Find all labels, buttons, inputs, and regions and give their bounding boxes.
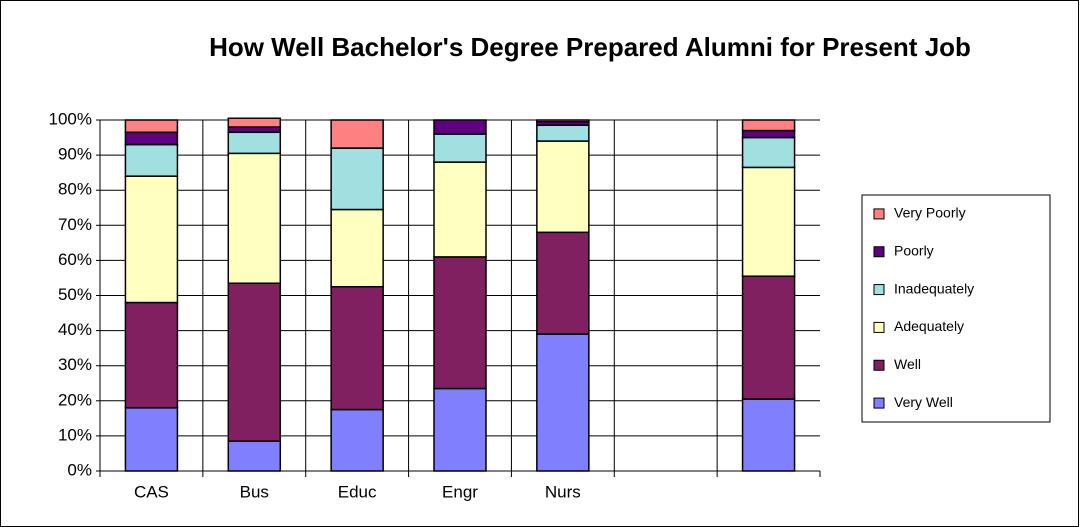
bar-segment <box>433 256 487 390</box>
legend-label: Inadequately <box>894 280 974 296</box>
legend-swatch <box>873 208 885 220</box>
legend-label: Very Well <box>894 394 953 410</box>
legend-box <box>861 194 1051 423</box>
x-tick-label: Engr <box>442 482 478 501</box>
bar-segment <box>227 282 282 442</box>
legend-swatch <box>873 284 885 296</box>
bar-segment <box>124 407 179 472</box>
bar-segment <box>227 126 282 134</box>
bar-segment <box>741 119 796 132</box>
legend-label: Very Poorly <box>894 205 966 221</box>
bar-segment <box>536 119 590 123</box>
legend-label: Well <box>894 356 921 372</box>
legend-swatch <box>873 246 885 258</box>
bar-segment <box>330 408 384 472</box>
bar-segment <box>741 275 796 400</box>
x-tick-label: CAS <box>134 482 169 501</box>
bar-segment <box>227 117 282 128</box>
bar-segment <box>433 119 487 135</box>
y-tick-label: 100% <box>49 109 92 128</box>
bar-segment <box>741 136 796 169</box>
x-tick-label: Bus <box>240 482 269 501</box>
y-tick-label: 90% <box>58 145 92 164</box>
bar-segment <box>124 119 179 134</box>
bar-segment <box>433 161 487 258</box>
bar-segment <box>433 387 487 472</box>
bar-segment <box>227 440 282 472</box>
chart-title: How Well Bachelor's Degree Prepared Alum… <box>209 32 971 62</box>
y-tick-label: 30% <box>58 355 92 374</box>
x-tick-label: Nurs <box>545 482 581 501</box>
y-tick-label: 40% <box>58 320 92 339</box>
bar-segment <box>741 129 796 139</box>
y-tick-label: 80% <box>58 180 92 199</box>
bar-segment <box>330 208 384 288</box>
bar-segment <box>124 175 179 304</box>
bar-segment <box>330 285 384 411</box>
bar-segment <box>536 124 590 142</box>
bar-segment <box>227 131 282 155</box>
y-tick-label: 60% <box>58 250 92 269</box>
bar-segment <box>536 231 590 335</box>
legend-swatch <box>873 397 885 409</box>
y-tick-label: 50% <box>58 285 92 304</box>
bar-segment <box>741 166 796 277</box>
bar-segment <box>124 143 179 177</box>
bar-segment <box>330 147 384 211</box>
legend-label: Adequately <box>894 318 964 334</box>
legend-swatch <box>873 321 885 333</box>
y-tick-label: 0% <box>67 460 92 479</box>
x-tick-label: Educ <box>338 482 377 501</box>
bar-segment <box>227 152 282 284</box>
bar-segment <box>330 119 384 149</box>
bar-segment <box>536 140 590 234</box>
bar-segment <box>124 301 179 409</box>
bar-segment <box>536 333 590 472</box>
legend-label: Poorly <box>894 242 934 258</box>
y-tick-label: 70% <box>58 215 92 234</box>
bar-segment <box>124 131 179 146</box>
y-tick-label: 10% <box>58 425 92 444</box>
bar-segment <box>433 133 487 163</box>
bar-segment <box>741 398 796 472</box>
legend-swatch <box>873 359 885 371</box>
y-tick-label: 20% <box>58 390 92 409</box>
